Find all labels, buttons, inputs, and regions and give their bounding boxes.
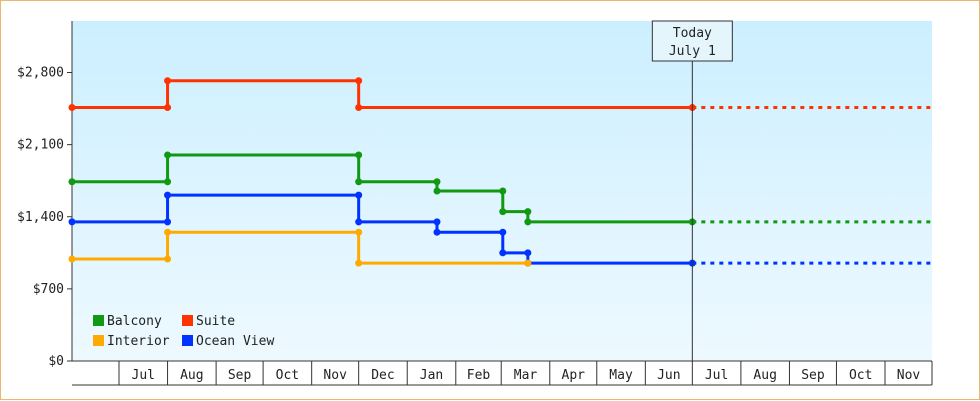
x-month-label: Jan	[420, 368, 443, 383]
data-point[interactable]	[499, 187, 507, 195]
legend-item-balcony: Balcony	[93, 314, 162, 329]
data-point[interactable]	[524, 218, 532, 226]
x-month-label: Jun	[657, 368, 680, 383]
today-date: July 1	[669, 44, 716, 59]
x-month-label: Sep	[801, 368, 825, 383]
data-point[interactable]	[499, 228, 507, 236]
data-point[interactable]	[164, 218, 172, 226]
x-month-label: Aug	[180, 368, 203, 383]
data-point[interactable]	[68, 104, 76, 112]
data-point[interactable]	[164, 77, 172, 85]
data-point[interactable]	[433, 218, 441, 226]
series-line-suite	[70, 79, 694, 110]
data-point[interactable]	[164, 151, 172, 159]
legend-swatch	[182, 335, 193, 346]
y-tick-label: $0	[48, 354, 64, 369]
data-point[interactable]	[355, 77, 363, 85]
data-point[interactable]	[355, 151, 363, 159]
y-tick-label: $2,100	[17, 138, 64, 153]
data-point[interactable]	[499, 249, 507, 257]
x-month-label: May	[609, 368, 633, 383]
today-box	[651, 20, 733, 62]
x-month-label: Aug	[753, 368, 776, 383]
data-point[interactable]	[164, 178, 172, 186]
y-tick-label: $1,400	[17, 210, 64, 225]
legend-label: Ocean View	[196, 334, 274, 349]
data-point[interactable]	[524, 259, 532, 267]
legend-swatch	[182, 315, 193, 326]
data-point[interactable]	[164, 104, 172, 112]
legend-label: Balcony	[107, 314, 162, 329]
series-balcony	[68, 151, 932, 226]
data-point[interactable]	[355, 228, 363, 236]
data-point[interactable]	[524, 249, 532, 257]
x-month-label: Jul	[132, 368, 155, 383]
data-point[interactable]	[433, 187, 441, 195]
x-month-label: Jul	[705, 368, 728, 383]
x-month-label: Dec	[371, 368, 394, 383]
legend-item-interior: Interior	[93, 334, 170, 349]
x-month-label: Sep	[228, 368, 252, 383]
series-line-interior	[70, 230, 530, 265]
data-point[interactable]	[68, 255, 76, 263]
data-point[interactable]	[164, 228, 172, 236]
series-suite	[68, 77, 932, 112]
data-point[interactable]	[355, 218, 363, 226]
data-point[interactable]	[164, 191, 172, 199]
data-point[interactable]	[355, 259, 363, 267]
x-month-label: Feb	[467, 368, 491, 383]
data-point[interactable]	[433, 178, 441, 186]
legend-label: Suite	[196, 314, 235, 329]
y-tick-label: $2,800	[17, 66, 64, 81]
axes: $0 $700 $1,400 $2,100 $2,800 Jul Aug Sep Oct Nov D…	[17, 21, 933, 386]
data-point[interactable]	[433, 228, 441, 236]
data-point[interactable]	[68, 218, 76, 226]
data-point[interactable]	[355, 104, 363, 112]
today-marker: Today July 1	[651, 20, 733, 361]
today-title: Today	[673, 26, 712, 41]
data-point[interactable]	[355, 178, 363, 186]
legend-swatch	[93, 335, 104, 346]
legend-item-suite: Suite	[182, 314, 235, 329]
legend-item-ocean-view: Ocean View	[182, 334, 274, 349]
x-month-label: Apr	[562, 368, 586, 383]
data-point[interactable]	[499, 208, 507, 216]
x-month-label: Oct	[849, 368, 872, 383]
x-month-label: Nov	[897, 368, 921, 383]
legend-label: Interior	[107, 334, 170, 349]
legend-swatch	[93, 315, 104, 326]
data-point[interactable]	[164, 255, 172, 263]
data-point[interactable]	[524, 208, 532, 216]
x-month-label: Mar	[514, 368, 538, 383]
x-month-label: Oct	[276, 368, 299, 383]
data-point[interactable]	[68, 178, 76, 186]
series-interior	[68, 228, 532, 267]
y-tick-label: $700	[33, 282, 64, 297]
legend: Balcony Suite Interior Ocean View	[93, 314, 274, 349]
x-month-label: Nov	[323, 368, 347, 383]
data-point[interactable]	[355, 191, 363, 199]
